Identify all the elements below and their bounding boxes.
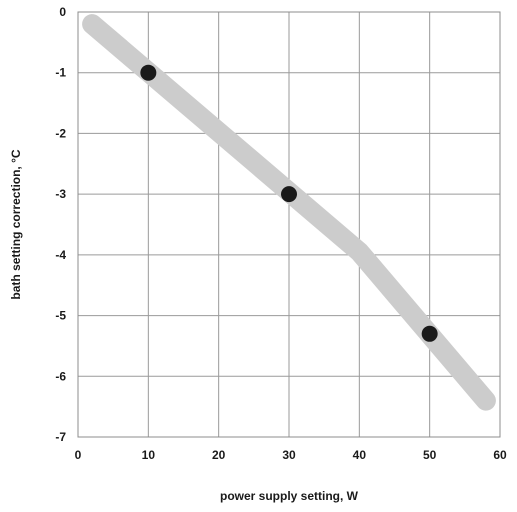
y-tick-label: -2 (55, 126, 66, 140)
y-tick-label: -4 (55, 248, 66, 262)
x-tick-label: 30 (282, 448, 296, 462)
x-axis-ticks: 0 10 20 30 40 50 60 (75, 448, 507, 462)
data-points (140, 64, 438, 342)
trend-band (82, 14, 496, 411)
y-axis-ticks: 0 -1 -2 -3 -4 -5 -6 -7 (55, 5, 66, 444)
y-tick-label: -5 (55, 309, 66, 323)
grid (77, 11, 501, 438)
x-tick-label: 20 (212, 448, 226, 462)
y-tick-label: -7 (55, 430, 66, 444)
y-tick-label: -1 (55, 66, 66, 80)
y-axis-title: bath setting correction, °C (9, 149, 23, 299)
x-axis-title: power supply setting, W (220, 489, 359, 503)
data-point (140, 64, 157, 81)
x-tick-label: 50 (423, 448, 437, 462)
x-tick-label: 60 (493, 448, 507, 462)
y-tick-label: -6 (55, 369, 66, 383)
y-tick-label: -3 (55, 187, 66, 201)
data-point (421, 325, 438, 342)
plot-frame (77, 11, 501, 438)
x-tick-label: 0 (75, 448, 82, 462)
y-tick-label: 0 (59, 5, 66, 19)
data-point (281, 186, 297, 203)
x-tick-label: 10 (142, 448, 156, 462)
x-tick-label: 40 (353, 448, 367, 462)
